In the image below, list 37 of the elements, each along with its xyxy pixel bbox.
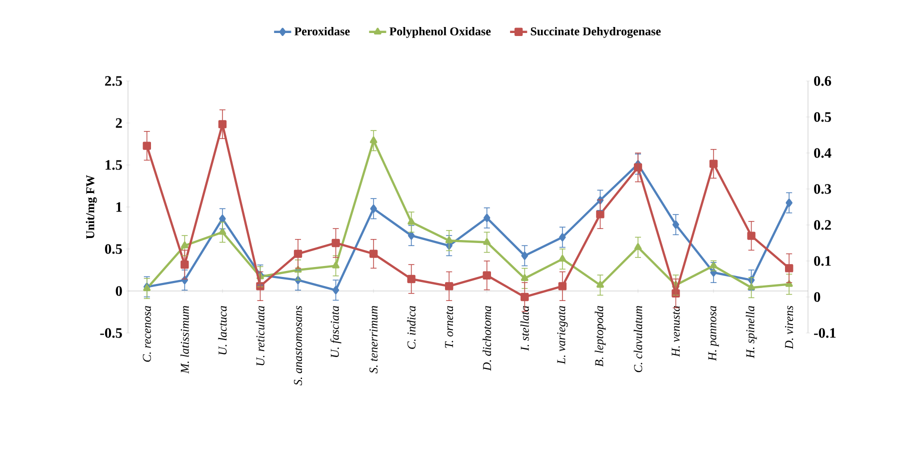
x-tick-label: H. pannosa (708, 306, 719, 361)
legend-label: Peroxidase (294, 26, 350, 36)
x-tick-label: S. anastomosans (294, 306, 302, 386)
x-tick-label: M. latissimum (180, 306, 189, 374)
x-tick-label: U. lactuca (218, 306, 227, 354)
x-tick-label: C. clavulatum (634, 306, 642, 372)
y2-tick-label: 0 (814, 292, 820, 302)
x-tick-label: C. recenosa (142, 306, 151, 362)
y2-tick-label: 0.6 (814, 76, 832, 86)
x-tick-label: L. variegata (557, 306, 568, 364)
y-tick-label: 1 (116, 202, 122, 212)
x-tick-label: S. tenerrimum (369, 306, 378, 374)
y2-tick-label: 0.2 (814, 220, 831, 230)
x-tick-label: U. reticulata (256, 306, 264, 366)
x-tick-label: B. leptopoda (594, 306, 606, 367)
y2-tick-label: 0.3 (814, 184, 832, 194)
x-tick-label: D. virens (785, 306, 794, 350)
y2-tick-label: -0.1 (814, 328, 836, 338)
legend-label: Succinate Dehydrogenase (530, 26, 661, 38)
y-tick-label: 0 (116, 286, 122, 296)
x-tick-label: D. dichotoma (482, 306, 492, 371)
y-tick-label: -0.5 (100, 328, 122, 338)
y-axis-title: Unit/mg FW (86, 175, 97, 239)
x-tick-label: U. fasciata (330, 306, 342, 358)
legend-label: Polyphenol Oxidase (389, 26, 491, 38)
x-tick-label: C. indica (407, 306, 416, 349)
y-tick-label: 2 (116, 118, 122, 128)
y-tick-label: 1.5 (106, 160, 122, 170)
y-tick-label: 0.5 (105, 244, 122, 254)
x-tick-label: T. orneta (445, 306, 454, 348)
x-tick-label: I. stellata (520, 306, 529, 351)
y2-tick-label: 0.5 (814, 112, 831, 122)
x-tick-label: H. spinella (746, 306, 757, 358)
y2-tick-label: 0.4 (814, 148, 832, 158)
x-tick-label: H. venusta (672, 306, 680, 357)
y-tick-label: 2.5 (105, 76, 122, 86)
y2-tick-label: 0.1 (814, 256, 831, 266)
